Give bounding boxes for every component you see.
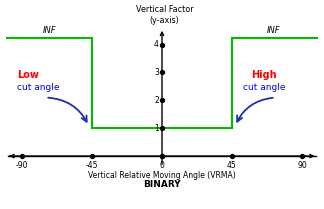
Text: 4: 4	[154, 40, 159, 49]
Text: INF: INF	[267, 26, 281, 35]
Text: cut angle: cut angle	[17, 83, 60, 92]
Text: 45: 45	[227, 161, 237, 170]
Text: 3: 3	[154, 68, 159, 77]
Text: Vertical Relative Moving Angle (VRMA): Vertical Relative Moving Angle (VRMA)	[88, 171, 236, 180]
Text: 2: 2	[154, 96, 159, 105]
Text: BINARY: BINARY	[143, 180, 181, 189]
Text: Vertical Factor
(y-axis): Vertical Factor (y-axis)	[135, 5, 193, 24]
Text: -45: -45	[86, 161, 98, 170]
Text: Low: Low	[17, 70, 39, 80]
Text: -90: -90	[16, 161, 28, 170]
Text: 0: 0	[159, 161, 165, 170]
Text: INF: INF	[43, 26, 57, 35]
Text: cut angle: cut angle	[243, 83, 285, 92]
Text: 90: 90	[297, 161, 307, 170]
Text: 1: 1	[154, 124, 159, 133]
Text: High: High	[251, 70, 276, 80]
